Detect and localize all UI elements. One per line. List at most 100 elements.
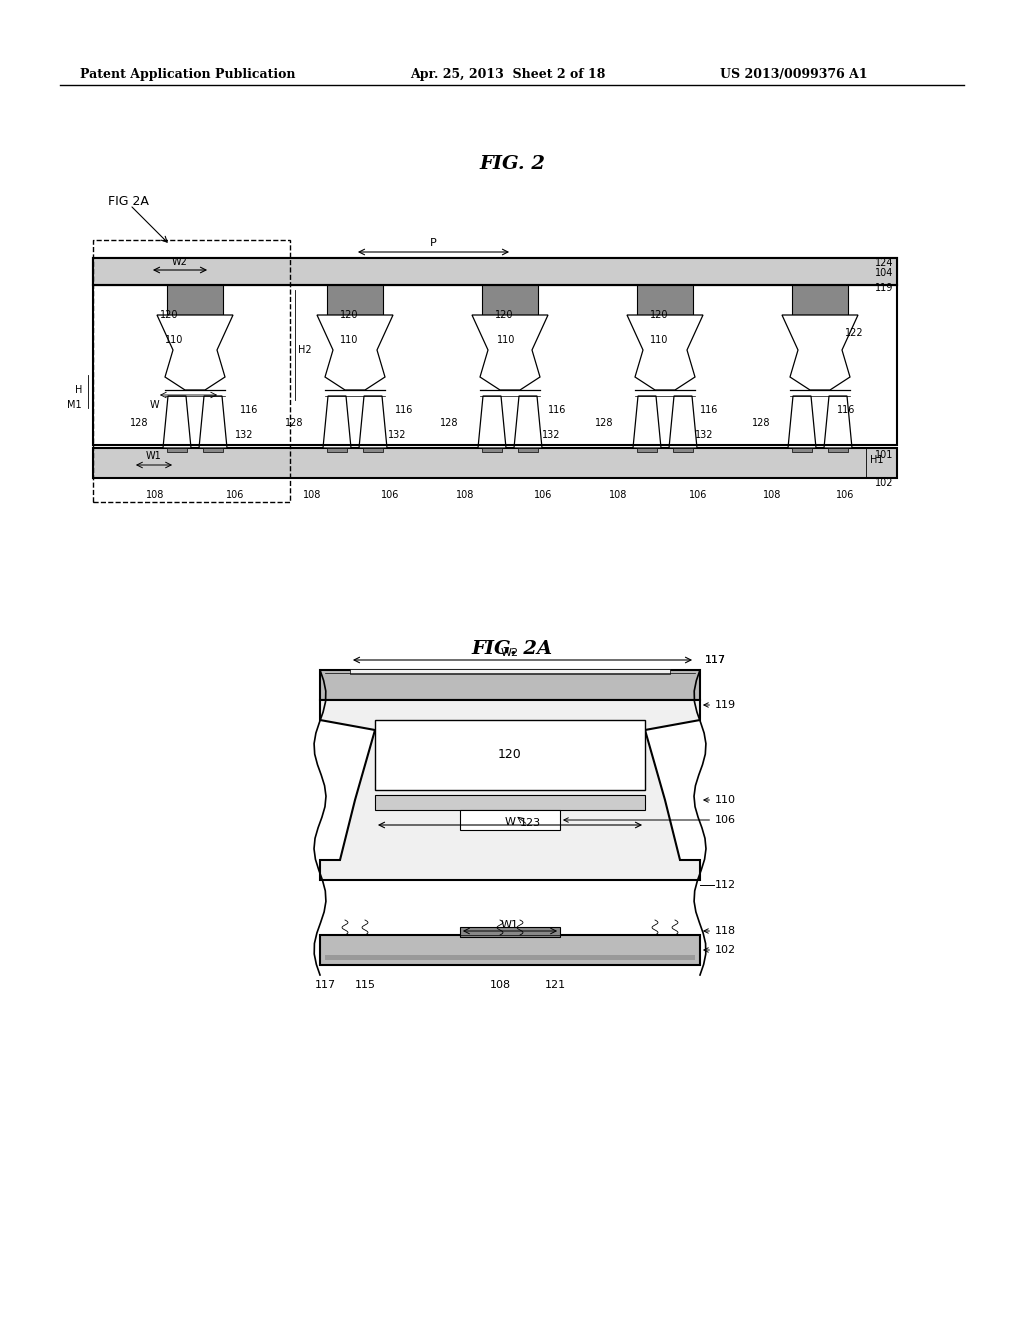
Text: 106: 106 [534,490,552,500]
Bar [93,240,290,502]
Bar [319,671,700,700]
Text: W: W [505,817,515,828]
Text: Patent Application Publication: Patent Application Publication [80,69,296,81]
Text: 123: 123 [520,818,541,828]
Text: 106: 106 [564,814,736,825]
Text: 128: 128 [595,418,613,428]
Bar [327,285,383,315]
Bar [460,927,560,937]
Polygon shape [514,396,542,447]
Text: 121: 121 [545,979,565,990]
Text: 119: 119 [874,282,893,293]
Bar [93,447,897,478]
Polygon shape [788,396,816,447]
Text: 106: 106 [689,490,708,500]
Bar [350,669,670,675]
Polygon shape [323,396,351,447]
Text: M1: M1 [68,400,82,411]
Bar [828,447,848,451]
Text: 117: 117 [705,655,726,665]
Bar [362,447,383,451]
Text: H1: H1 [870,455,884,465]
Text: W1: W1 [501,920,519,931]
Text: 118: 118 [703,927,736,936]
Text: Apr. 25, 2013  Sheet 2 of 18: Apr. 25, 2013 Sheet 2 of 18 [410,69,605,81]
Bar [792,447,812,451]
Text: 117: 117 [314,979,336,990]
Bar [93,285,897,445]
Text: 120: 120 [650,310,669,319]
Text: 102: 102 [874,478,894,488]
Bar [375,795,645,810]
Text: 108: 108 [456,490,474,500]
Text: 122: 122 [845,327,863,338]
Bar [637,447,657,451]
Text: 132: 132 [542,430,560,440]
Text: 106: 106 [381,490,399,500]
Bar [792,285,848,315]
Text: 132: 132 [234,430,254,440]
Text: FIG 2A: FIG 2A [108,195,148,209]
Text: 124: 124 [874,257,894,268]
Text: 128: 128 [130,418,148,428]
Text: 128: 128 [752,418,770,428]
Polygon shape [157,315,233,389]
Polygon shape [627,315,703,389]
Text: 115: 115 [354,979,376,990]
Text: 128: 128 [285,418,303,428]
Text: 120: 120 [495,310,513,319]
Text: US 2013/0099376 A1: US 2013/0099376 A1 [720,69,867,81]
Text: W2: W2 [172,257,188,267]
Text: FIG. 2: FIG. 2 [479,154,545,173]
Bar [167,285,223,315]
Polygon shape [669,396,697,447]
FancyBboxPatch shape [93,257,897,285]
Text: 110: 110 [165,335,183,345]
Bar [319,935,700,965]
Bar [637,285,693,315]
Polygon shape [319,700,700,880]
Text: 120: 120 [498,748,522,762]
Bar [482,285,538,315]
Text: 128: 128 [440,418,459,428]
Text: W2: W2 [501,648,519,657]
Polygon shape [359,396,387,447]
Text: 132: 132 [388,430,407,440]
Polygon shape [824,396,852,447]
Text: 110: 110 [650,335,669,345]
Polygon shape [782,315,858,389]
Bar [93,257,897,285]
Polygon shape [633,396,662,447]
Text: 104: 104 [874,268,893,279]
Text: 108: 108 [303,490,322,500]
Text: H2: H2 [298,345,311,355]
Bar [327,447,347,451]
Text: 110: 110 [497,335,515,345]
Bar [673,447,693,451]
Polygon shape [478,396,506,447]
Polygon shape [472,315,548,389]
Text: 102: 102 [703,945,736,954]
Text: H: H [75,385,82,395]
Text: W1: W1 [146,451,162,461]
Text: P: P [430,238,436,248]
Text: 119: 119 [703,700,736,710]
Text: 116: 116 [548,405,566,414]
Text: 110: 110 [703,795,736,805]
Text: 106: 106 [836,490,854,500]
Bar [203,447,223,451]
Bar [375,719,645,789]
Text: 108: 108 [609,490,627,500]
Text: 108: 108 [489,979,511,990]
Text: 110: 110 [340,335,358,345]
Text: 116: 116 [395,405,414,414]
Text: 101: 101 [874,450,893,459]
Text: 120: 120 [160,310,178,319]
Text: 108: 108 [145,490,164,500]
Text: 116: 116 [837,405,855,414]
Text: 132: 132 [695,430,714,440]
Polygon shape [163,396,191,447]
Polygon shape [199,396,227,447]
Text: 117: 117 [705,655,726,665]
Text: 112: 112 [715,880,736,890]
